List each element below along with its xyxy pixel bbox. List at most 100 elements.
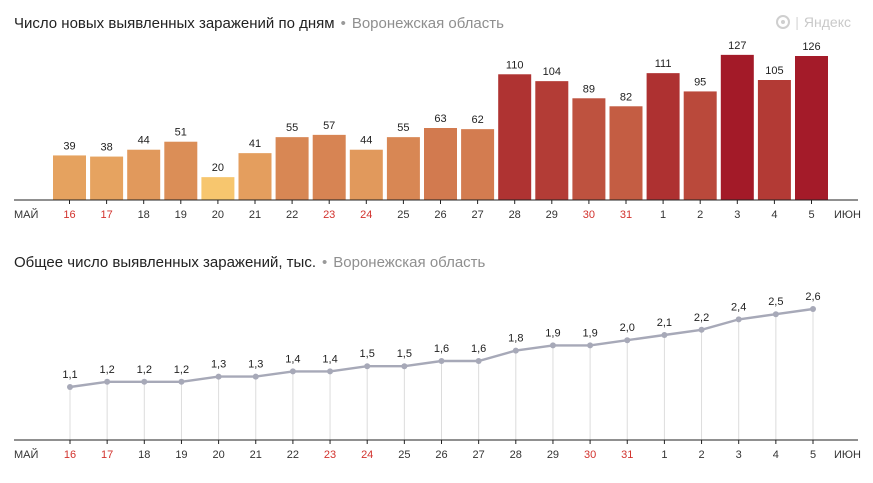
line-point-31	[624, 337, 631, 344]
line-point-1	[661, 332, 668, 338]
bar-value-label: 44	[138, 135, 150, 147]
line-x-tick-label: 29	[547, 449, 559, 461]
line-point-30	[587, 342, 594, 349]
line-value-label: 1,1	[62, 369, 77, 381]
line-point-28	[512, 347, 519, 354]
bar-value-label: 111	[655, 58, 672, 70]
line-value-label: 1,4	[285, 353, 300, 365]
bar-x-tick-label: 29	[546, 209, 558, 221]
line-x-tick-label: 26	[435, 449, 447, 461]
bar-value-label: 126	[802, 41, 820, 53]
bar-x-tick-label: 31	[620, 209, 632, 221]
brand-name: Яндекс	[803, 14, 851, 30]
bar-day-24	[349, 149, 383, 200]
bar-x-tick-label: 17	[100, 209, 112, 221]
line-value-label: 1,5	[360, 348, 375, 360]
line-x-tick-label: 1	[661, 449, 667, 461]
line-x-tick-label: 24	[361, 449, 373, 461]
line-value-label: 1,2	[174, 364, 189, 376]
bar-value-label: 105	[765, 65, 783, 77]
bar-day-26	[424, 128, 457, 200]
bar-day-4	[757, 80, 791, 200]
bar-day-21	[238, 153, 272, 200]
bar-chart-title-row: Число новых выявленных заражений по дням…	[14, 15, 504, 32]
line-value-label: 2,1	[657, 317, 672, 329]
bar-day-5	[795, 56, 828, 200]
bar-value-label: 57	[323, 120, 335, 132]
line-point-18	[141, 378, 148, 385]
line-value-label: 1,2	[100, 364, 115, 376]
bar-day-29	[535, 81, 569, 200]
bar-x-tick-label: 5	[808, 209, 814, 221]
line-point-29	[549, 342, 556, 349]
bar-value-label: 55	[397, 122, 409, 134]
line-point-20	[215, 373, 222, 380]
line-point-26	[438, 358, 445, 364]
bar-x-tick-label: 26	[434, 209, 446, 221]
bar-value-label: 63	[434, 113, 446, 125]
line-point-27	[475, 358, 482, 364]
line-point-16	[67, 384, 73, 390]
line-x-tick-label: 28	[510, 449, 522, 461]
line-x-tick-label: 23	[324, 449, 336, 461]
line-x-tick-label: 20	[212, 449, 224, 461]
line-x-tick-label: 31	[621, 449, 633, 461]
bar-day-3	[720, 54, 754, 200]
line-value-label: 2,2	[694, 312, 709, 324]
bar-value-label: 89	[583, 83, 595, 95]
bar-day-25	[386, 137, 420, 200]
bar-value-label: 38	[100, 142, 112, 154]
bar-day-27	[461, 129, 495, 200]
bar-x-tick-label: 24	[360, 209, 372, 221]
line-x-tick-label: 19	[175, 449, 187, 461]
line-chart-subtitle: Воронежская область	[333, 254, 486, 271]
bar-chart-title: Число новых выявленных заражений по дням	[14, 15, 335, 32]
bar-value-label: 41	[249, 138, 261, 150]
line-chart-title-row: Общее число выявленных заражений, тыс. • В…	[14, 254, 485, 271]
bar-x-tick-label: 23	[323, 209, 335, 221]
line-value-label: 1,4	[322, 353, 337, 365]
bar-day-2	[683, 91, 717, 200]
line-x-tick-label: 22	[287, 449, 299, 461]
bar-x-tick-label: 2	[697, 209, 703, 221]
line-value-label: 2,5	[768, 296, 783, 308]
line-x-tick-label: 2	[698, 449, 704, 461]
line-x-tick-label: 16	[64, 449, 76, 461]
bar-value-label: 104	[543, 66, 561, 78]
bar-value-label: 110	[506, 59, 524, 71]
bar-value-label: 51	[175, 127, 187, 139]
bar-value-label: 95	[694, 76, 706, 88]
bar-x-tick-label: 25	[397, 209, 409, 221]
bar-x-tick-label: 4	[771, 209, 777, 221]
line-value-label: 1,3	[248, 359, 263, 371]
line-x-tick-label: 5	[810, 449, 816, 461]
line-month-start-label: МАЙ	[14, 448, 38, 461]
bar-x-tick-label: 21	[249, 209, 261, 221]
bar-value-label: 44	[360, 135, 372, 147]
line-value-label: 2,4	[731, 301, 746, 313]
line-value-label: 1,5	[397, 348, 412, 360]
line-month-end-label: ИЮН	[834, 449, 861, 461]
line-value-label: 1,2	[137, 364, 152, 376]
bar-month-start-label: МАЙ	[14, 208, 38, 221]
bar-x-tick-label: 16	[63, 209, 75, 221]
line-point-24	[364, 363, 371, 370]
line-x-tick-label: 25	[398, 449, 410, 461]
bar-day-23	[312, 134, 346, 200]
line-point-25	[401, 363, 408, 370]
line-value-label: 2,0	[620, 322, 635, 334]
title-separator-dot: •	[340, 15, 346, 32]
bar-day-22	[275, 137, 309, 200]
bar-day-20	[201, 177, 235, 200]
line-x-tick-label: 18	[138, 449, 150, 461]
line-x-tick-label: 21	[250, 449, 262, 461]
bar-day-17	[90, 156, 124, 200]
line-point-3	[735, 316, 742, 323]
line-point-21	[252, 373, 259, 380]
bar-value-label: 20	[212, 162, 224, 174]
bar-month-end-label: ИЮН	[834, 209, 861, 221]
bar-value-label: 55	[286, 122, 298, 134]
line-x-tick-label: 4	[773, 449, 779, 461]
line-x-tick-label: 27	[473, 449, 485, 461]
